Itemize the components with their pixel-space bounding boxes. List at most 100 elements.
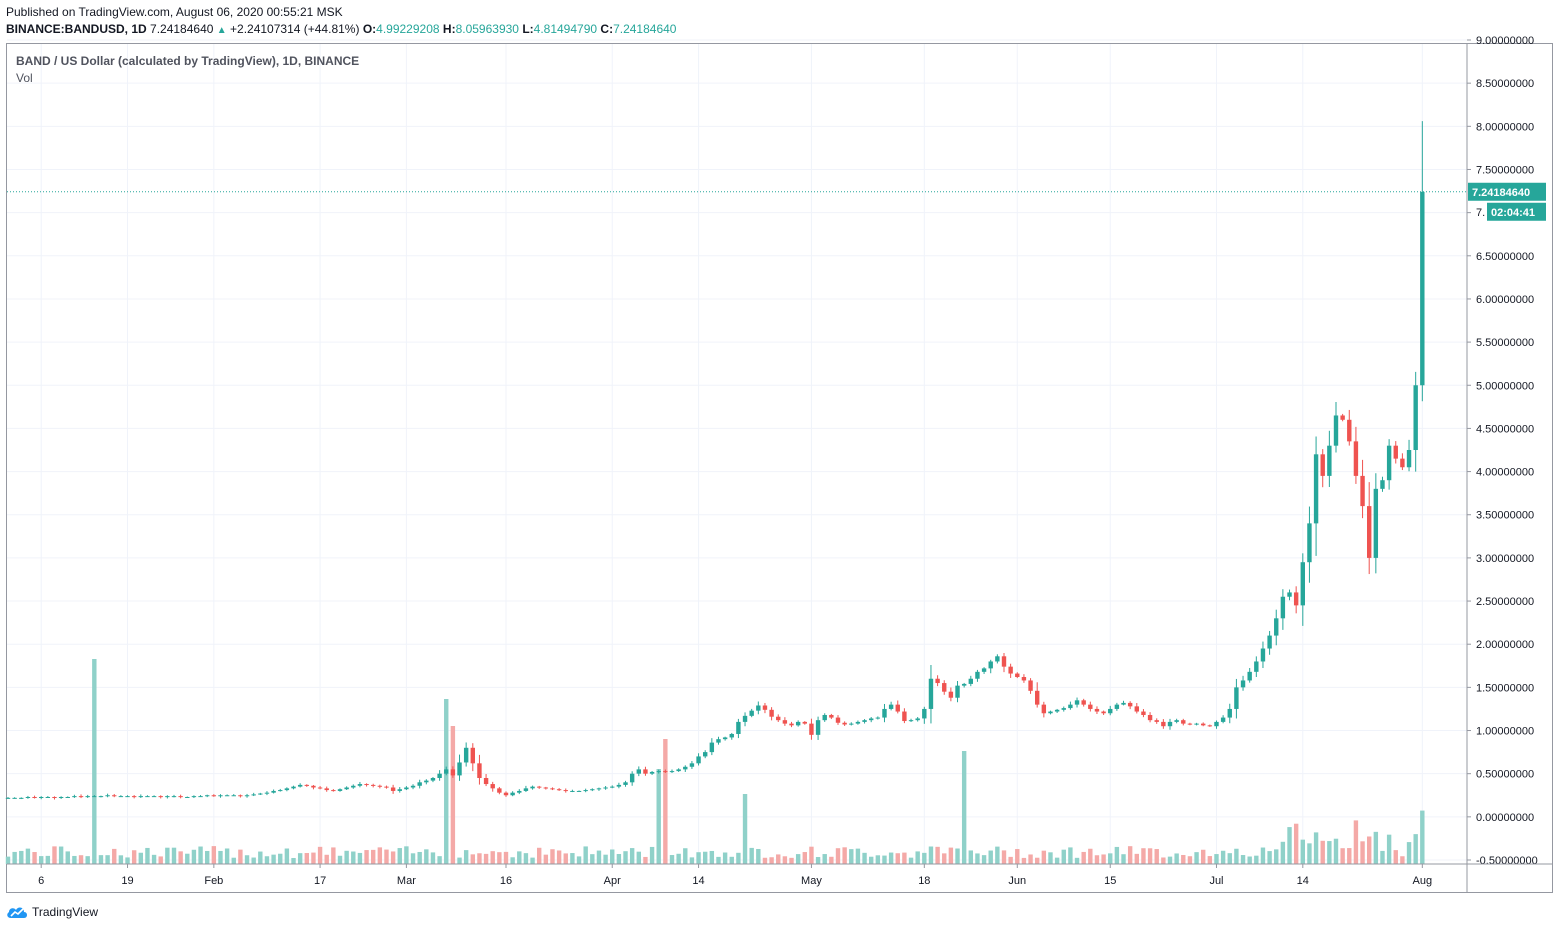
volume-bar [470, 854, 475, 864]
volume-bar [324, 854, 329, 864]
candle-body [556, 789, 562, 791]
candle-body [1088, 704, 1093, 709]
y-tick-label: 1.00000000 [1476, 726, 1534, 738]
volume-bar [430, 852, 436, 864]
volume-bar [258, 851, 263, 864]
candle-body [1267, 635, 1272, 649]
volume-bar [1420, 810, 1425, 864]
volume-bar [716, 856, 721, 864]
candle-body [882, 708, 887, 718]
candle-body [444, 769, 449, 774]
candle-body [782, 720, 788, 724]
candle-body [616, 784, 622, 787]
candle-body [961, 683, 967, 686]
candle-body [1154, 720, 1159, 722]
x-tick-label: 14 [1297, 875, 1309, 887]
candle-body [258, 793, 263, 795]
candle-body [238, 795, 243, 797]
candle-body [437, 773, 442, 778]
candle-body [1054, 709, 1060, 712]
candle-body [19, 797, 24, 799]
volume-bar [271, 854, 276, 864]
candle-body [231, 795, 236, 797]
tradingview-logo[interactable]: TradingView [6, 903, 98, 921]
volume-bar [576, 856, 582, 864]
volume-bar [291, 857, 296, 864]
volume-bar [390, 851, 396, 864]
volume-bar [1287, 827, 1292, 864]
candle-body [45, 796, 51, 798]
candle-body [1008, 666, 1013, 674]
volume-bar [988, 850, 993, 864]
candle-body [12, 797, 17, 799]
volume-bar [809, 846, 814, 864]
volume-bar [205, 850, 210, 864]
candle-body [430, 778, 436, 781]
volume-bar [1380, 850, 1385, 864]
volume-bar [636, 851, 641, 864]
volume-bar [231, 857, 236, 864]
y-tick-label: 5.00000000 [1476, 380, 1534, 392]
candle-body [171, 796, 177, 798]
volume-bar [935, 846, 940, 864]
volume-bar [1074, 857, 1080, 864]
candle-body [975, 671, 980, 679]
candle-body [1320, 454, 1325, 476]
volume-bar [942, 853, 947, 864]
volume-bar [364, 850, 369, 864]
candle-body [5, 797, 11, 799]
volume-bar [477, 853, 482, 864]
candle-body [125, 796, 130, 798]
y-tick-label: 3.00000000 [1476, 553, 1534, 565]
candle-body [1121, 702, 1126, 705]
volume-bar [1054, 857, 1060, 864]
volume-bar [762, 857, 768, 864]
volume-bar [1327, 841, 1332, 864]
volume-bar [1254, 855, 1259, 864]
candle-body [948, 691, 954, 698]
brand-name: TradingView [32, 905, 99, 919]
candle-body [590, 789, 595, 791]
candle-body [1406, 450, 1412, 468]
volume-bar [1088, 848, 1093, 864]
candle-body [1101, 711, 1106, 714]
volume-bar [981, 855, 987, 864]
candle-body [988, 661, 993, 669]
candle-body [477, 763, 482, 778]
x-tick-label: 14 [692, 875, 704, 887]
candle-body [888, 704, 894, 709]
candle-body [596, 788, 602, 790]
candle-body [105, 795, 110, 797]
volume-bar [1121, 854, 1126, 864]
volume-bar [669, 855, 675, 864]
candle-body [942, 683, 947, 692]
volume-bar [1220, 850, 1226, 864]
volume-bar [1154, 849, 1159, 864]
candle-body [683, 766, 688, 770]
candle-body [131, 796, 137, 798]
candle-body [703, 752, 708, 757]
volume-bar [1068, 847, 1073, 864]
volume-bar [1101, 854, 1106, 864]
candle-body [895, 704, 900, 712]
candle-body [344, 787, 349, 790]
volume-bar [371, 849, 376, 864]
volume-bar [437, 856, 442, 864]
volume-bar [517, 851, 522, 864]
volume-bar [185, 853, 190, 864]
y-tick-label: 8.50000000 [1476, 78, 1534, 90]
volume-bar [92, 659, 97, 864]
candle-body [1353, 441, 1359, 476]
volume-bar [331, 847, 336, 864]
candle-body [736, 721, 741, 734]
candle-body [849, 723, 854, 725]
candle-body [510, 792, 515, 796]
countdown-badge-text: 02:04:41 [1491, 207, 1535, 219]
candle-body [822, 714, 827, 721]
volume-bar [1367, 836, 1372, 864]
volume-bar [1280, 841, 1286, 864]
y-tick-label: 0.50000000 [1476, 769, 1534, 781]
volume-bar [1081, 851, 1086, 864]
volume-bar [603, 854, 608, 864]
